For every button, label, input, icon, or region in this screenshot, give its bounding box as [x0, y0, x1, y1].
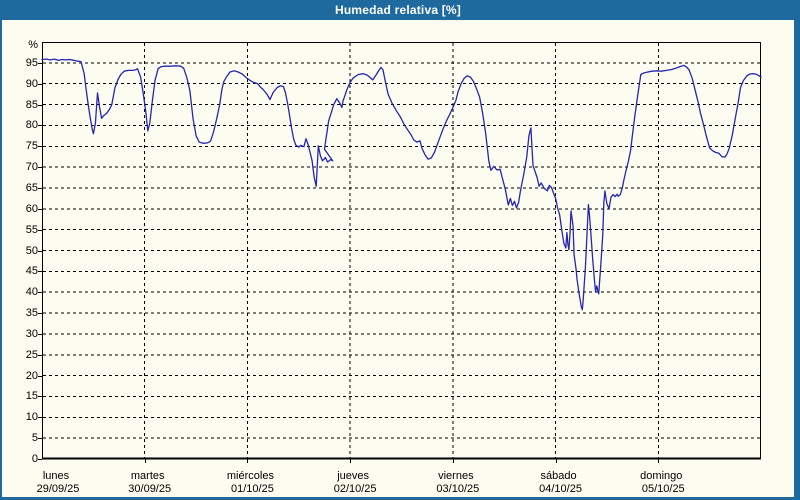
x-axis-date-label: 02/10/25	[333, 483, 377, 495]
y-axis-label: 85	[25, 98, 38, 111]
y-axis-label: 30	[25, 327, 38, 340]
y-axis-label: 90	[25, 77, 38, 90]
humidity-series-line	[41, 58, 762, 311]
y-axis-label: 15	[25, 390, 38, 403]
x-axis-day-label: sábado	[540, 470, 577, 482]
x-axis-day-label: jueves	[337, 470, 370, 482]
x-axis-day-label: miércoles	[226, 470, 274, 482]
y-axis-label: 50	[25, 244, 38, 257]
y-axis-label: 60	[25, 202, 38, 215]
window-title: Humedad relativa [%]	[334, 3, 462, 17]
y-axis-label: 70	[25, 161, 38, 174]
x-axis-day-label: viernes	[438, 470, 474, 482]
chart-area: 0 5 10 15 20 25 30 35 40 45 50 55 60 65 70 75 80 85 90 95% …	[2, 20, 794, 497]
y-axis-label: 0	[31, 453, 38, 465]
humidity-line-chart	[38, 42, 762, 463]
y-axis-label: 95	[25, 56, 38, 69]
y-axis-label: 45	[25, 265, 38, 278]
title-bar: Humedad relativa [%]	[2, 0, 794, 20]
y-axis-label: 65	[25, 181, 38, 194]
x-axis-date-label: 03/10/25	[436, 483, 480, 495]
y-axis-label: 35	[25, 307, 38, 320]
x-axis-day-label: martes	[130, 470, 165, 482]
y-axis-label: 10	[25, 411, 38, 424]
y-axis-label: 20	[25, 369, 38, 382]
x-axis-date-label: 05/10/25	[641, 483, 685, 495]
y-axis-label: 40	[25, 286, 38, 299]
y-axis-label: 25	[25, 348, 38, 361]
plot-border	[42, 42, 761, 459]
y-axis-label: 75	[25, 140, 38, 153]
y-axis-label: 5	[31, 432, 38, 445]
y-axis-label: 80	[25, 119, 38, 132]
x-axis-day-label: domingo	[640, 470, 683, 482]
x-axis-date-label: 04/10/25	[539, 483, 582, 495]
x-axis-day-label: lunes	[42, 470, 70, 482]
x-axis-date-label: 01/10/25	[231, 483, 274, 495]
x-axis-date-label: 30/09/25	[128, 483, 172, 495]
x-axis-date-label: 29/09/25	[36, 483, 80, 495]
y-axis-unit-label: %	[28, 39, 38, 51]
y-axis-label: 55	[25, 223, 38, 236]
